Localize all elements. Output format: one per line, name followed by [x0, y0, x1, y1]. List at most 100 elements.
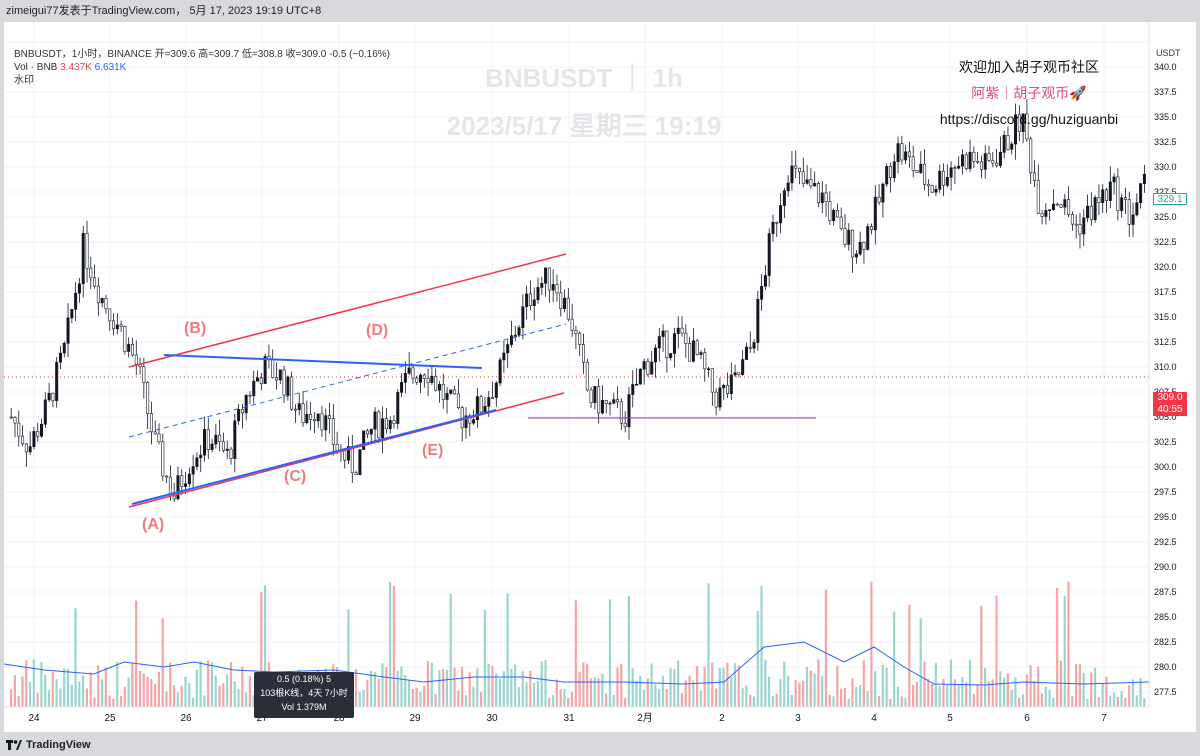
candle-body: [779, 205, 783, 224]
candle-body: [441, 383, 445, 400]
volume-bar: [953, 679, 956, 707]
candle-body: [926, 183, 930, 187]
candle-body: [437, 383, 441, 391]
volume-bar: [135, 600, 138, 707]
volume-bar: [472, 686, 475, 707]
candle-body: [172, 495, 176, 500]
candle-body: [612, 399, 616, 404]
volume-bar: [142, 673, 145, 707]
volume-bar: [551, 695, 555, 707]
current-price-tag: 309.0 40:55: [1153, 392, 1187, 416]
volume-bar: [934, 662, 937, 707]
volume-bar: [260, 592, 263, 707]
candle-body: [862, 241, 866, 250]
candle-body: [1101, 189, 1105, 204]
candle-body: [729, 374, 733, 394]
volume-bar: [586, 664, 589, 707]
tradingview-logo-icon[interactable]: [6, 738, 22, 752]
candle-body: [449, 389, 453, 394]
volume-bar: [1097, 697, 1100, 707]
candle-body: [66, 317, 70, 344]
candle-body: [47, 392, 51, 401]
volume-bar: [718, 668, 721, 707]
volume-bar: [843, 687, 846, 707]
time-tick-label: 25: [104, 713, 116, 724]
volume-bar: [59, 688, 62, 707]
volume-bar: [150, 678, 153, 707]
candle-body: [506, 344, 510, 354]
candle-body: [362, 430, 366, 450]
candle-body: [229, 448, 233, 459]
volume-bar: [1033, 680, 1036, 707]
candle-body: [547, 267, 551, 291]
candle-body: [456, 393, 460, 408]
candle-body: [381, 418, 385, 439]
volume-bar: [919, 618, 922, 707]
volume-bar: [893, 611, 896, 707]
volume-bar: [184, 676, 187, 707]
volume-bar: [798, 682, 801, 707]
volume-bar: [1021, 694, 1025, 707]
volume-bar: [824, 589, 828, 707]
channel-upper-line: [128, 253, 567, 368]
chart-panel[interactable]: 340.0 337.5 335.0 332.5 330.0 327.5 325.0 322.5…: [4, 22, 1196, 732]
volume-bar: [1037, 666, 1040, 707]
candle-body: [509, 335, 513, 345]
candle-body: [991, 160, 995, 164]
candle-body: [581, 344, 585, 363]
volume-bar: [457, 690, 460, 707]
volume-bar: [1025, 674, 1028, 707]
volume-bar: [407, 680, 411, 707]
volume-bar: [555, 679, 558, 707]
wave-label-c: (C): [284, 468, 307, 485]
volume-bar: [654, 684, 657, 707]
candle-body: [949, 167, 953, 178]
candle-body: [718, 387, 722, 408]
candle-body: [1033, 172, 1037, 181]
candle-body: [1127, 199, 1131, 225]
volume-bar: [790, 694, 793, 707]
volume-bar: [840, 688, 843, 707]
candle-body: [130, 344, 134, 356]
price-tick-label: 317.5: [1154, 287, 1177, 297]
candle-body: [968, 151, 972, 169]
candle-body: [661, 330, 665, 337]
candle-body: [312, 419, 316, 422]
price-unit: USDT: [1156, 48, 1181, 58]
candle-body: [851, 229, 855, 258]
volume-bar: [809, 670, 812, 707]
volume-bar: [203, 695, 206, 707]
chart-legend: BNBUSDT，1小时，BINANCE 开=309.6 高=309.7 低=30…: [14, 48, 390, 87]
candle-body: [434, 375, 438, 391]
volume-bar: [430, 662, 433, 707]
volume-bar: [779, 679, 782, 707]
volume-bar: [1078, 664, 1081, 707]
price-tick-label: 325.0: [1154, 212, 1177, 222]
volume-bar: [195, 669, 198, 707]
candle-body: [585, 361, 589, 391]
price-tick-label: 305.0: [1154, 412, 1177, 422]
candle-body: [839, 216, 843, 229]
candle-body: [96, 285, 100, 304]
volume-bar: [1063, 595, 1066, 707]
candle-body: [112, 320, 116, 330]
candle-body: [593, 386, 597, 404]
candle-body: [1044, 210, 1048, 217]
candle-body: [1010, 143, 1014, 150]
chart-canvas[interactable]: 340.0 337.5 335.0 332.5 330.0 327.5 325.0 322.5…: [4, 22, 1196, 732]
volume-bar: [476, 668, 479, 707]
volume-bar: [13, 675, 16, 707]
candle-body: [369, 428, 373, 435]
price-tick-label: 337.5: [1154, 87, 1177, 97]
candle-body: [737, 372, 741, 376]
candle-body: [820, 192, 824, 203]
candle-body: [384, 418, 388, 430]
candle-body: [957, 165, 961, 169]
volume-bar: [995, 595, 998, 707]
candle-body: [650, 361, 654, 375]
candle-body: [157, 433, 161, 443]
tradingview-brand[interactable]: TradingView: [26, 739, 91, 751]
candle-body: [1063, 199, 1067, 208]
candle-body: [483, 406, 487, 413]
volume-bar: [36, 692, 39, 707]
